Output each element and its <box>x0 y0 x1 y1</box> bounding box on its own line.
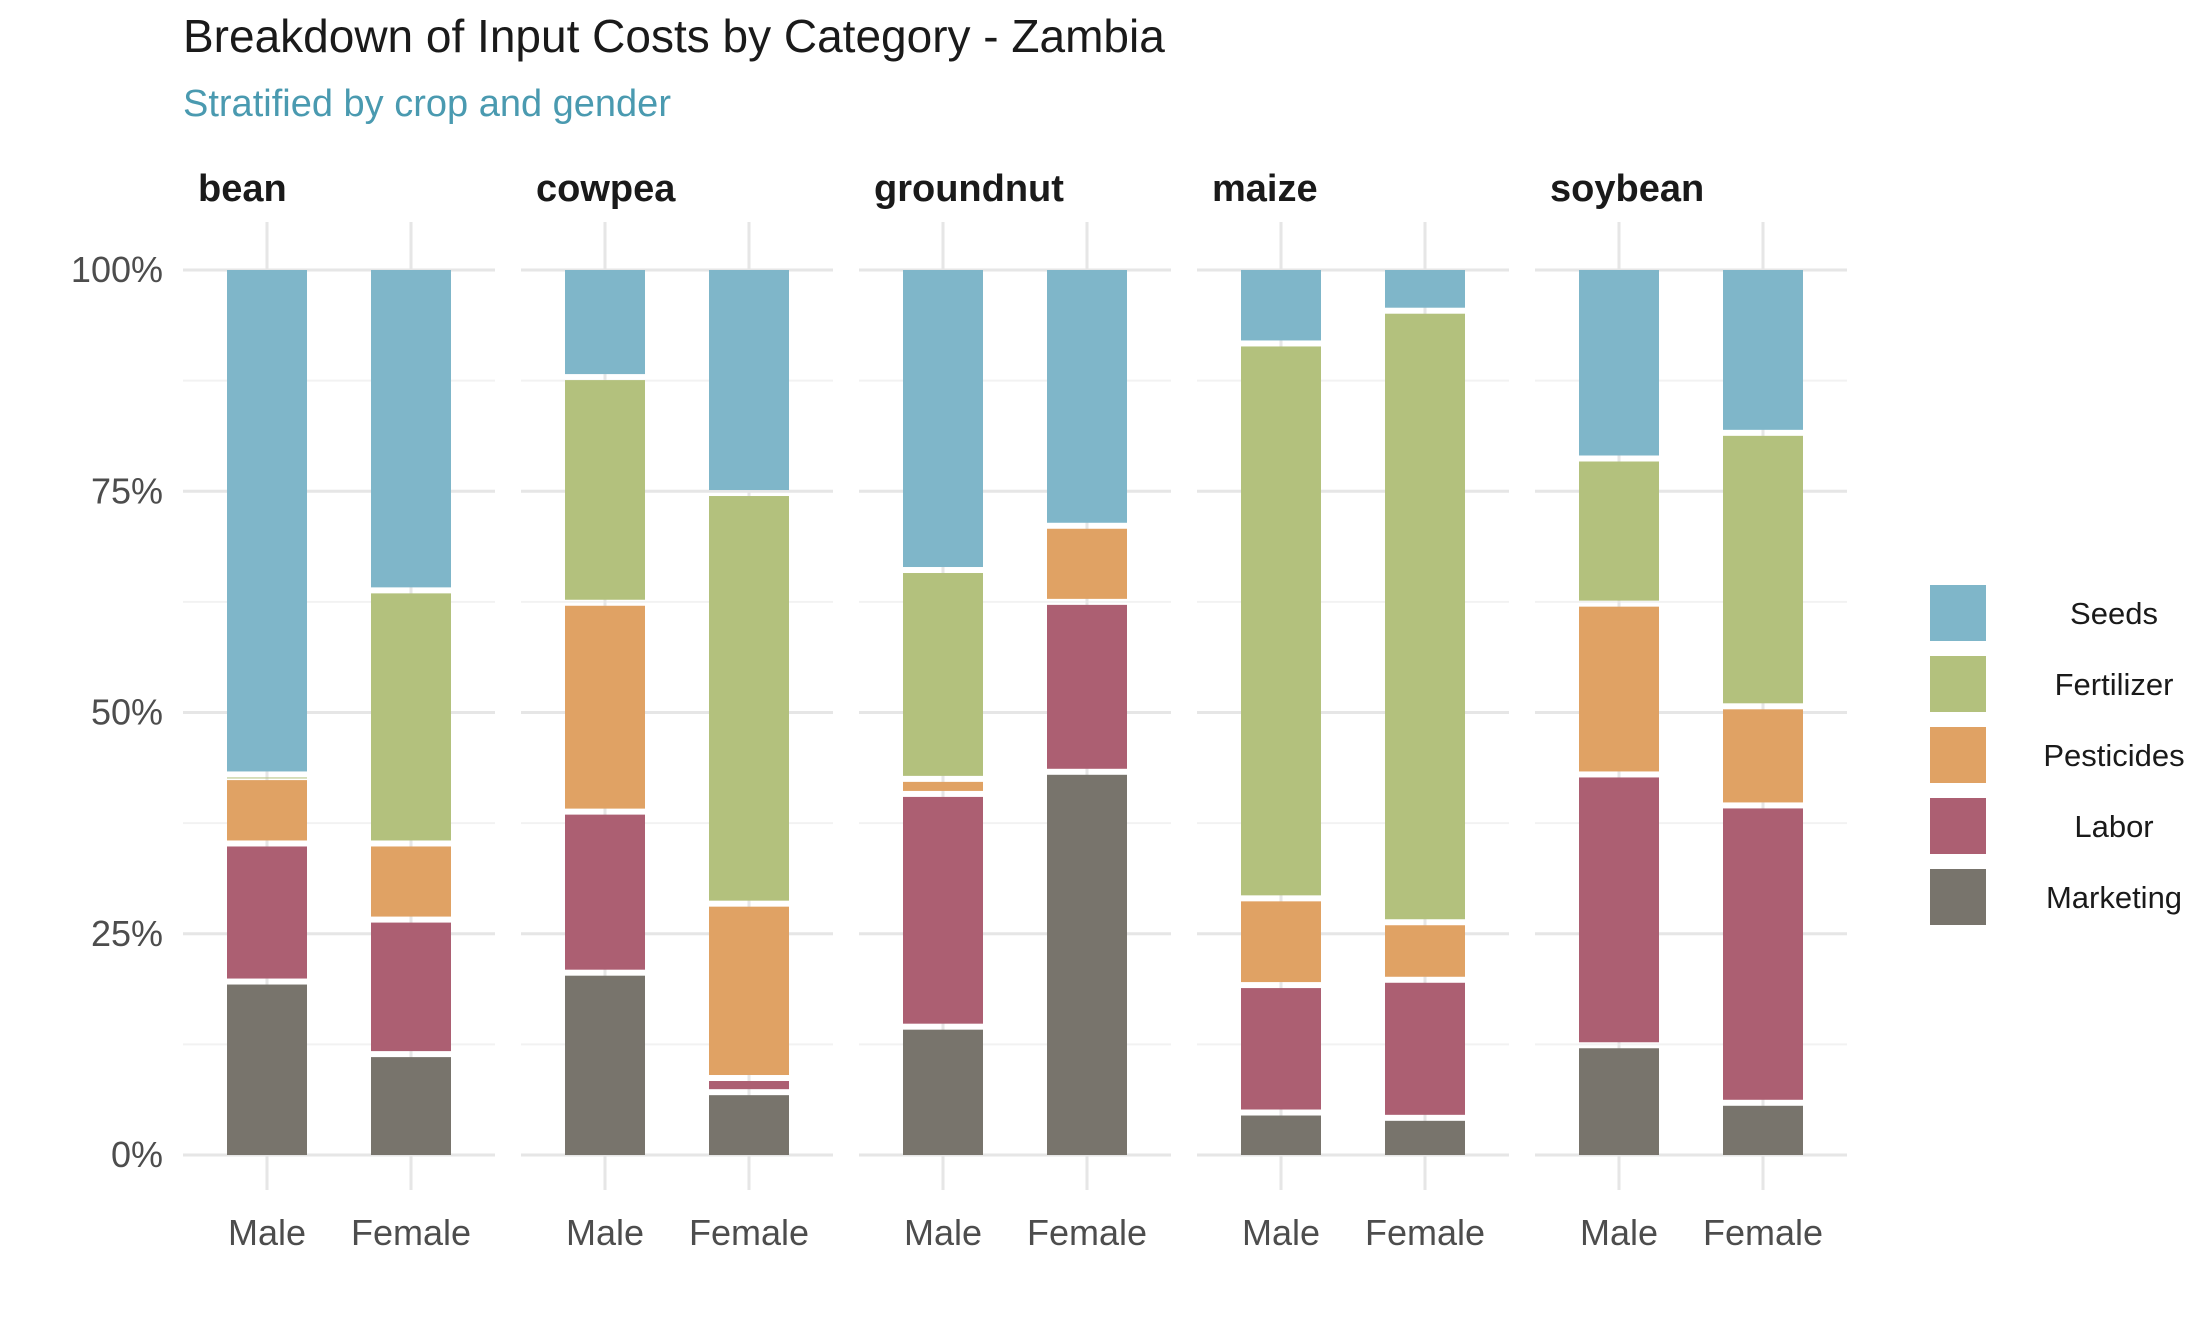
bar-segment-pesticides <box>1385 925 1465 977</box>
bar-segment-fertilizer <box>1579 461 1659 601</box>
bar-segment-marketing <box>1579 1048 1659 1155</box>
y-tick-label: 75% <box>91 470 163 511</box>
bar-segment-marketing <box>903 1029 983 1155</box>
bar-segment-marketing <box>565 975 645 1155</box>
legend-swatch-seeds <box>1930 585 1986 641</box>
x-tick-label: Female <box>1027 1212 1147 1253</box>
bar-segment-fertilizer <box>1241 346 1321 896</box>
bar-segment-labor <box>371 922 451 1052</box>
bar-segment-marketing <box>1047 774 1127 1155</box>
bar-segment-pesticides <box>565 605 645 809</box>
bar-segment-fertilizer <box>1723 435 1803 704</box>
bar-segment-seeds <box>1241 270 1321 341</box>
x-tick-label: Female <box>351 1212 471 1253</box>
bar-segment-labor <box>903 796 983 1024</box>
x-tick-label: Male <box>1242 1212 1320 1253</box>
facet-label: groundnut <box>874 168 1064 210</box>
x-tick-label: Male <box>1580 1212 1658 1253</box>
bars-layer <box>227 270 1803 1155</box>
bar-segment-labor <box>709 1081 789 1090</box>
bar-segment-labor <box>565 814 645 970</box>
bar-segment-pesticides <box>371 846 451 917</box>
x-tick-label: Female <box>1703 1212 1823 1253</box>
chart-subtitle: Stratified by crop and gender <box>183 83 671 125</box>
x-tick-label: Female <box>1365 1212 1485 1253</box>
y-tick-label: 25% <box>91 913 163 954</box>
bar-segment-labor <box>1241 988 1321 1110</box>
bar-segment-pesticides <box>1723 709 1803 803</box>
bar-segment-fertilizer <box>903 573 983 776</box>
legend-label: Seeds <box>2070 596 2158 631</box>
bar-segment-seeds <box>371 270 451 588</box>
x-tick-label: Male <box>904 1212 982 1253</box>
legend-label: Fertilizer <box>2055 667 2174 702</box>
bar-segment-marketing <box>1241 1115 1321 1155</box>
bar-segment-seeds <box>1385 270 1465 308</box>
legend: Seeds Fertilizer Pesticides Labor Marketing <box>1930 585 2185 925</box>
bar-segment-seeds <box>709 270 789 491</box>
facet-label: cowpea <box>536 168 676 210</box>
bar-segment-marketing <box>1723 1105 1803 1155</box>
bar-segment-pesticides <box>227 780 307 841</box>
labels-layer: 0% 25% 50% 75% 100% bean Male Female cowpea Male F… <box>71 168 1823 1253</box>
facet-label: maize <box>1212 168 1318 210</box>
chart-title: Breakdown of Input Costs by Category - Z… <box>183 10 1165 62</box>
bar-segment-labor <box>1723 808 1803 1100</box>
x-tick-label: Male <box>566 1212 644 1253</box>
bar-segment-seeds <box>1047 270 1127 523</box>
bar-segment-seeds <box>1579 270 1659 456</box>
legend-label: Pesticides <box>2043 738 2184 773</box>
legend-swatch-labor <box>1930 798 1986 854</box>
y-tick-label: 0% <box>111 1134 163 1175</box>
bar-segment-fertilizer <box>227 777 307 779</box>
legend-swatch-pesticides <box>1930 727 1986 783</box>
bar-segment-labor <box>1385 982 1465 1115</box>
bar-segment-marketing <box>227 984 307 1155</box>
bar-segment-fertilizer <box>371 593 451 841</box>
legend-label: Marketing <box>2046 880 2182 915</box>
x-tick-label: Male <box>228 1212 306 1253</box>
x-tick-label: Female <box>689 1212 809 1253</box>
bar-segment-labor <box>1579 777 1659 1043</box>
bar-segment-marketing <box>371 1057 451 1155</box>
bar-segment-pesticides <box>1241 901 1321 983</box>
bar-segment-seeds <box>565 270 645 375</box>
y-tick-label: 100% <box>71 249 163 290</box>
y-tick-label: 50% <box>91 692 163 733</box>
legend-swatch-marketing <box>1930 869 1986 925</box>
bar-segment-labor <box>227 846 307 979</box>
bar-segment-pesticides <box>1579 606 1659 772</box>
bar-segment-seeds <box>227 270 307 772</box>
bar-segment-fertilizer <box>709 496 789 901</box>
bar-segment-seeds <box>903 270 983 568</box>
bar-segment-fertilizer <box>565 380 645 600</box>
bar-segment-seeds <box>1723 270 1803 430</box>
legend-swatch-fertilizer <box>1930 656 1986 712</box>
bar-segment-pesticides <box>709 906 789 1076</box>
facet-label: soybean <box>1550 168 1704 210</box>
facet-label: bean <box>198 168 287 210</box>
bar-segment-pesticides <box>1047 528 1127 599</box>
bar-segment-labor <box>1047 604 1127 769</box>
legend-label: Labor <box>2074 809 2153 844</box>
bar-segment-marketing <box>709 1095 789 1155</box>
bar-segment-marketing <box>1385 1120 1465 1155</box>
bar-segment-pesticides <box>903 781 983 791</box>
bar-segment-fertilizer <box>1385 313 1465 920</box>
